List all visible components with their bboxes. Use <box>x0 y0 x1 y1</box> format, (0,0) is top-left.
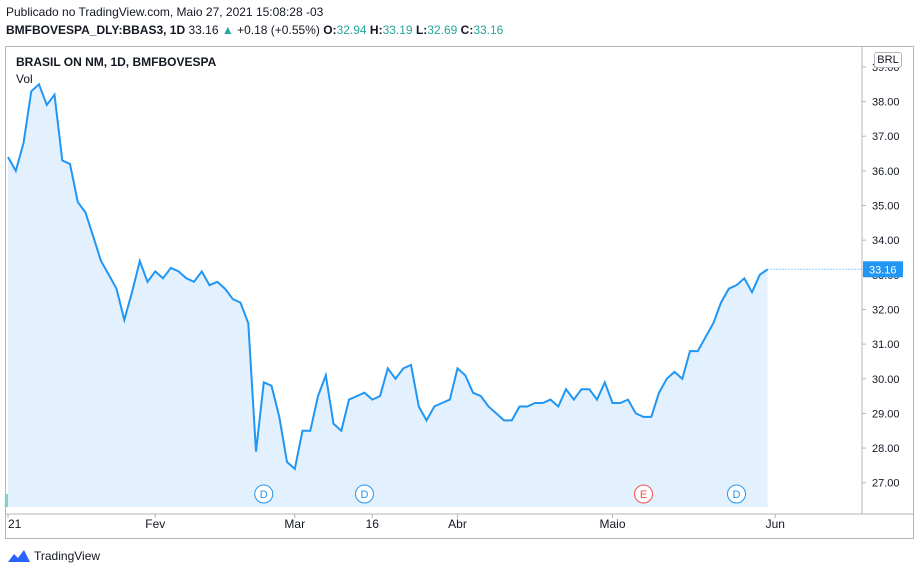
x-tick-label: Fev <box>145 517 165 531</box>
y-tick-label: 32.00 <box>872 304 900 316</box>
high-value: 33.19 <box>382 23 413 37</box>
y-tick-label: 27.00 <box>872 478 900 490</box>
x-tick-label: 21 <box>8 517 22 531</box>
last-price-text: 33.16 <box>869 264 897 276</box>
high-label: H: <box>369 23 383 37</box>
change-value: +0.18 (+0.55%) <box>237 23 320 37</box>
published-caption: Publicado no TradingView.com, Maio 27, 2… <box>6 5 324 19</box>
chart-frame <box>5 46 914 539</box>
open-label: O: <box>323 23 337 37</box>
chart-title: BRASIL ON NM, 1D, BMFBOVESPA <box>16 55 217 69</box>
open-value: 32.94 <box>336 23 367 37</box>
y-tick-label: 37.00 <box>872 131 900 143</box>
low-label: L: <box>415 23 428 37</box>
dividend-marker[interactable] <box>355 484 374 504</box>
time-axis: 21 Fev Mar 16 Abr Maio Jun <box>7 514 785 531</box>
x-tick-label: Jun <box>766 517 785 531</box>
y-tick-label: 29.00 <box>872 408 900 420</box>
brand-footer[interactable]: TradingView <box>8 549 100 563</box>
currency-badge[interactable]: BRL <box>874 52 902 68</box>
y-tick-label: 31.00 <box>872 339 900 351</box>
x-tick-label: Mar <box>284 517 305 531</box>
brand-name: TradingView <box>34 549 101 563</box>
price-line <box>7 82 769 471</box>
low-value: 32.69 <box>427 23 458 37</box>
last-price: 33.16 <box>188 23 219 37</box>
x-tick-label: Abr <box>448 517 467 531</box>
volume-label: Vol <box>16 72 33 86</box>
dividend-marker[interactable] <box>727 484 746 504</box>
y-tick-label: 35.00 <box>872 201 900 213</box>
earnings-marker[interactable] <box>634 484 653 504</box>
price-area <box>8 84 768 508</box>
last-price-label: 33.16 <box>863 261 903 278</box>
close-value: 33.16 <box>473 23 504 37</box>
ohlc-legend: BMFBOVESPA_DLY:BBAS3, 1D 33.16 ▲ +0.18 (… <box>6 23 503 37</box>
y-tick-label: 38.00 <box>872 97 900 109</box>
event-label: D <box>260 489 268 501</box>
event-label: D <box>361 489 369 501</box>
last-price-badge <box>863 261 903 278</box>
y-tick-label: 30.00 <box>872 374 900 386</box>
event-label: E <box>640 489 647 501</box>
close-label: C: <box>460 23 474 37</box>
dividend-marker[interactable] <box>254 484 274 504</box>
ticker-label: BMFBOVESPA_DLY:BBAS3, 1D <box>6 23 186 37</box>
y-tick-label: 36.00 <box>872 166 900 178</box>
x-tick-label: Maio <box>599 517 625 531</box>
tradingview-logo-icon <box>8 550 30 562</box>
event-label: D <box>733 489 741 501</box>
y-tick-label: 28.00 <box>872 443 900 455</box>
x-tick-label: 16 <box>366 517 380 531</box>
change-arrow: ▲ <box>221 23 234 37</box>
y-tick-label: 34.00 <box>872 235 900 247</box>
